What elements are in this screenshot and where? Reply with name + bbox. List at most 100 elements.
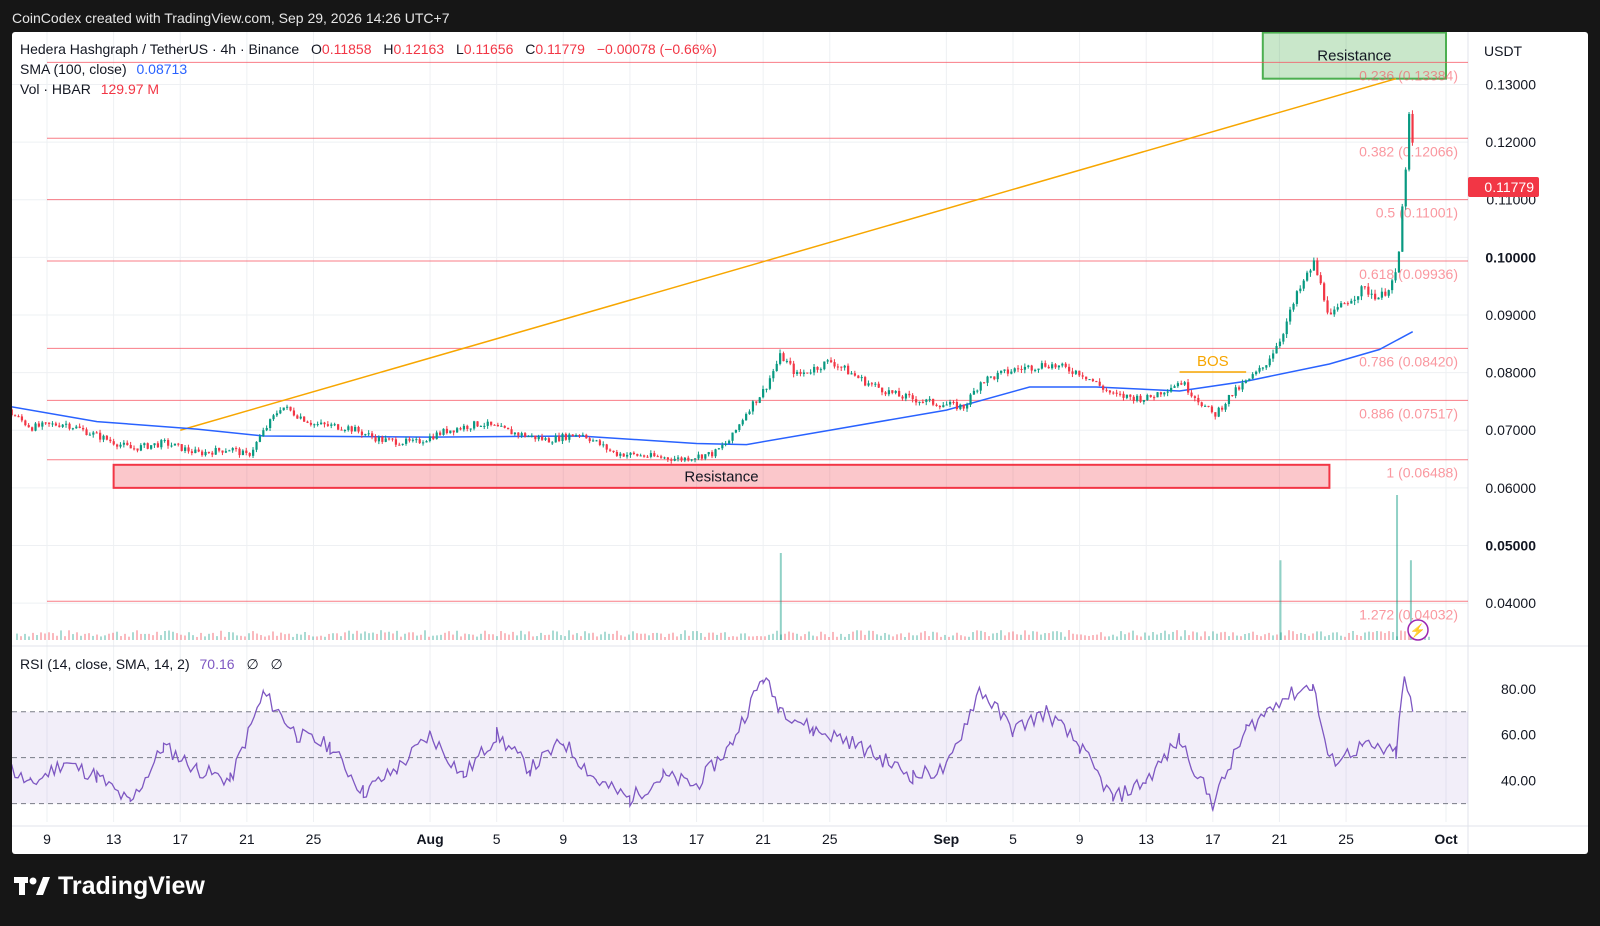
candle-body xyxy=(918,401,921,403)
resistance-zone-red-label: Resistance xyxy=(684,468,758,485)
volume-bar xyxy=(728,636,730,640)
volume-bar xyxy=(840,633,842,640)
volume-bar xyxy=(284,634,286,640)
candle-body xyxy=(469,428,472,430)
volume-bar xyxy=(1212,631,1214,640)
candle-body xyxy=(952,401,955,403)
candle-body xyxy=(697,454,700,459)
candle-body xyxy=(799,371,802,374)
candle-body xyxy=(456,428,459,433)
volume-bar xyxy=(1372,632,1374,640)
candle-body xyxy=(792,363,795,374)
candle-body xyxy=(418,439,421,444)
candle-body xyxy=(653,453,656,457)
candle-body xyxy=(1102,385,1105,390)
volume-bar xyxy=(1000,630,1002,640)
candle-body xyxy=(282,407,285,411)
volume-bar xyxy=(544,635,546,640)
candle-body xyxy=(286,406,289,408)
volume-bar xyxy=(40,632,42,640)
volume-bar xyxy=(1340,635,1342,640)
volume-bar xyxy=(1364,632,1366,640)
candle-body xyxy=(1142,400,1146,402)
volume-bar xyxy=(424,630,426,640)
candle-body xyxy=(819,369,823,371)
volume-bar xyxy=(496,636,498,640)
candle-body xyxy=(85,429,88,436)
candle-body xyxy=(507,427,510,430)
time-tick-label: 21 xyxy=(755,831,771,847)
rsi-value: 70.16 xyxy=(200,656,235,672)
currency-label[interactable]: USDT xyxy=(1484,43,1523,59)
candle-body xyxy=(218,448,221,451)
volume-bar xyxy=(248,633,250,640)
volume-bar xyxy=(888,634,890,640)
candle-body xyxy=(592,440,595,442)
rsi-tick-label: 40.00 xyxy=(1501,773,1536,789)
volume-bar xyxy=(352,633,354,640)
volume-bar xyxy=(140,633,142,640)
candle-body xyxy=(959,404,962,410)
volume-bar xyxy=(940,636,942,640)
lightning-icon[interactable]: ⚡ xyxy=(1407,619,1429,641)
tradingview-logo-icon xyxy=(14,877,50,895)
sma-value: 0.08713 xyxy=(137,61,188,77)
volume-spike xyxy=(1409,560,1412,640)
candle-body xyxy=(401,443,404,445)
candle-body xyxy=(496,424,500,427)
volume-bar xyxy=(1088,635,1090,640)
candle-body xyxy=(408,438,411,441)
candle-body xyxy=(989,376,993,378)
candle-body xyxy=(1221,407,1224,410)
candle-body xyxy=(898,390,901,397)
candle-body xyxy=(728,440,731,444)
volume-bar xyxy=(240,635,242,640)
candles xyxy=(12,110,1414,464)
volume-bar xyxy=(44,633,46,640)
candle-body xyxy=(578,435,581,437)
attribution-text: CoinCodex created with TradingView.com, … xyxy=(12,10,450,26)
candle-body xyxy=(153,443,156,446)
volume-bar xyxy=(372,632,374,640)
time-tick-label: 21 xyxy=(239,831,255,847)
candle-body xyxy=(670,459,673,461)
candle-body xyxy=(374,436,377,442)
candle-body xyxy=(595,440,598,442)
candle-body xyxy=(1115,392,1118,394)
candle-body xyxy=(1183,382,1186,385)
candle-body xyxy=(34,423,37,431)
candle-body xyxy=(649,453,653,457)
candle-body xyxy=(887,390,891,395)
volume-bar xyxy=(276,635,278,640)
price-tick-label: 0.06000 xyxy=(1485,480,1536,496)
chart-panel[interactable]: Resistance Resistance 0.236 (0.13384) 0.38… xyxy=(12,32,1588,854)
volume-bar xyxy=(992,633,994,640)
volume-bar xyxy=(360,633,362,640)
volume-bar xyxy=(1228,636,1230,640)
candle-body xyxy=(1350,300,1353,304)
volume-bar xyxy=(308,635,310,640)
candle-body xyxy=(847,365,850,375)
candle-body xyxy=(1384,291,1387,296)
volume-bar xyxy=(1216,633,1218,640)
volume-bar xyxy=(260,635,262,640)
price-chart[interactable]: Resistance Resistance 0.236 (0.13384)0.38… xyxy=(12,32,1588,854)
volume-bar xyxy=(152,635,154,640)
volume-bar xyxy=(684,630,686,640)
volume-bar xyxy=(680,633,682,640)
volume-bar xyxy=(216,636,218,640)
volume-bar xyxy=(336,633,338,640)
time-tick-label: 13 xyxy=(1138,831,1154,847)
volume-bar xyxy=(688,635,690,640)
candle-body xyxy=(1285,321,1288,335)
volume-bar xyxy=(384,632,386,640)
volume-bar xyxy=(1308,635,1310,640)
candle-body xyxy=(717,448,721,450)
sma-group xyxy=(12,331,1414,446)
candle-body xyxy=(479,425,483,427)
candle-body xyxy=(1068,366,1071,372)
volume-bar xyxy=(1252,631,1254,640)
candle-body xyxy=(37,423,41,427)
candle-body xyxy=(1340,303,1343,308)
volume-bar xyxy=(864,634,866,640)
